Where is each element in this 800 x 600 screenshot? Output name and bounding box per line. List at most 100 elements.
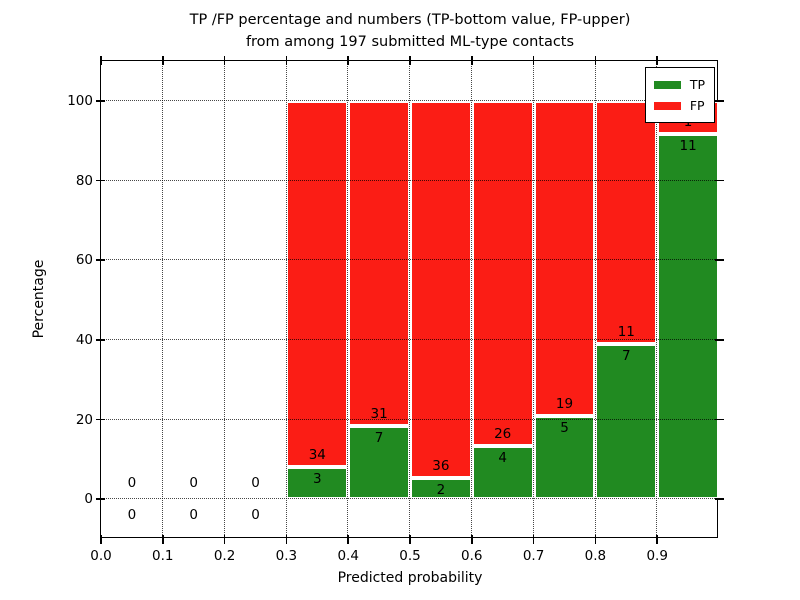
fp-count-label: 0 [127, 475, 137, 492]
bar-segment-tp [348, 425, 410, 500]
tp-count-label: 0 [251, 507, 260, 524]
x-tick-mark-top [285, 56, 288, 65]
x-tick-mark-top [409, 56, 411, 65]
bar-segment-fp [410, 100, 472, 479]
y-tick-mark-right [715, 418, 724, 421]
y-tick-mark [96, 418, 105, 421]
bar-segment-fp [286, 100, 349, 467]
x-tick-mark-top [347, 56, 349, 65]
fp-count-label: 31 [370, 405, 388, 422]
y-tick-label: 80 [75, 172, 93, 189]
x-gridline [223, 61, 225, 537]
y-tick-mark-right [715, 259, 724, 261]
bar-segment-tp [471, 446, 534, 500]
y-tick-label: 100 [67, 92, 93, 109]
tp-count-label: 0 [127, 507, 137, 524]
fp-count-label: 26 [494, 426, 512, 443]
x-gridline [285, 61, 287, 537]
x-tick-label: 0.7 [522, 548, 545, 564]
chart-title-line2: from among 197 submitted ML-type contact… [245, 34, 575, 50]
bar-segment-tp [410, 478, 472, 500]
fp-swatch-icon [653, 101, 681, 110]
tp-count-label: 11 [679, 138, 697, 155]
x-tick-mark [409, 535, 411, 544]
y-gridline [101, 100, 717, 102]
legend: TP FP [644, 67, 715, 123]
x-tick-mark-top [594, 56, 597, 65]
x-tick-mark [162, 535, 164, 544]
y-gridline [101, 339, 717, 341]
x-gridline [162, 61, 164, 537]
x-tick-label: 0.9 [646, 548, 668, 564]
fp-count-label: 0 [251, 475, 260, 492]
y-tick-mark-right [715, 498, 724, 500]
x-tick-label: 0.4 [337, 548, 359, 564]
tp-count-label: 0 [189, 507, 198, 524]
bar-segment-fp [471, 100, 534, 447]
x-tick-mark [656, 535, 658, 544]
chart-title: TP /FP percentage and numbers (TP-bottom… [100, 9, 720, 53]
fp-count-label: 36 [432, 458, 450, 475]
x-tick-label: 0.6 [461, 548, 483, 564]
tp-count-label: 2 [436, 482, 446, 499]
y-tick-label: 40 [75, 331, 93, 348]
y-gridline [101, 179, 717, 181]
x-gridline [347, 61, 349, 537]
bar-segment-fp [348, 100, 410, 426]
y-tick-label: 60 [75, 252, 93, 269]
x-tick-label: 0.0 [90, 548, 112, 564]
y-gridline [101, 498, 717, 500]
x-tick-mark [471, 535, 473, 544]
x-tick-mark [594, 535, 597, 544]
fp-count-label: 0 [189, 475, 198, 492]
y-tick-mark [96, 179, 105, 182]
bar-segment-fp [595, 100, 658, 345]
y-tick-mark [96, 339, 105, 341]
tp-count-label: 4 [498, 450, 507, 467]
x-tick-label: 0.8 [584, 548, 607, 564]
tp-count-label: 3 [313, 470, 322, 487]
x-tick-mark-top [471, 56, 473, 65]
legend-label-fp: FP [689, 97, 705, 113]
x-tick-mark [347, 535, 349, 544]
y-gridline [101, 418, 717, 420]
y-tick-label: 20 [75, 411, 93, 428]
x-gridline [656, 61, 658, 537]
x-gridline [409, 61, 411, 537]
y-tick-mark-right [715, 339, 724, 341]
x-tick-mark [100, 535, 102, 544]
x-tick-mark-top [223, 56, 226, 65]
y-tick-mark-right [715, 100, 724, 102]
tp-swatch-icon [653, 80, 681, 89]
fp-count-label: 34 [308, 446, 326, 463]
y-tick-mark [96, 498, 105, 500]
legend-entry-fp: FP [653, 95, 705, 116]
bar-segment-tp [657, 134, 719, 500]
tp-count-label: 7 [374, 429, 384, 446]
x-tick-mark-top [656, 56, 658, 65]
bar-segment-tp [286, 466, 349, 500]
plot-area: 0000003433173622641951171110.00.10.20.30… [67, 56, 724, 564]
y-gridline [101, 259, 717, 261]
x-tick-mark [223, 535, 226, 544]
chart-title-line1: TP /FP percentage and numbers (TP-bottom… [189, 12, 631, 28]
bar-segment-tp [533, 416, 596, 500]
x-tick-label: 0.3 [275, 548, 298, 564]
x-tick-mark-top [162, 56, 164, 65]
x-gridline [471, 61, 473, 537]
y-tick-label: 0 [84, 491, 93, 508]
x-tick-mark-top [100, 56, 102, 65]
x-tick-mark [285, 535, 288, 544]
x-tick-label: 0.2 [213, 548, 236, 564]
legend-label-tp: TP [689, 76, 705, 92]
y-axis-label: Percentage [31, 259, 47, 339]
legend-entry-tp: TP [653, 74, 705, 95]
tp-count-label: 5 [560, 420, 569, 437]
fp-count-label: 19 [555, 396, 574, 413]
x-tick-label: 0.5 [399, 548, 421, 564]
tp-count-label: 7 [622, 348, 631, 365]
x-gridline [594, 61, 596, 537]
fp-count-label: 11 [617, 324, 635, 341]
x-gridline [532, 61, 534, 537]
